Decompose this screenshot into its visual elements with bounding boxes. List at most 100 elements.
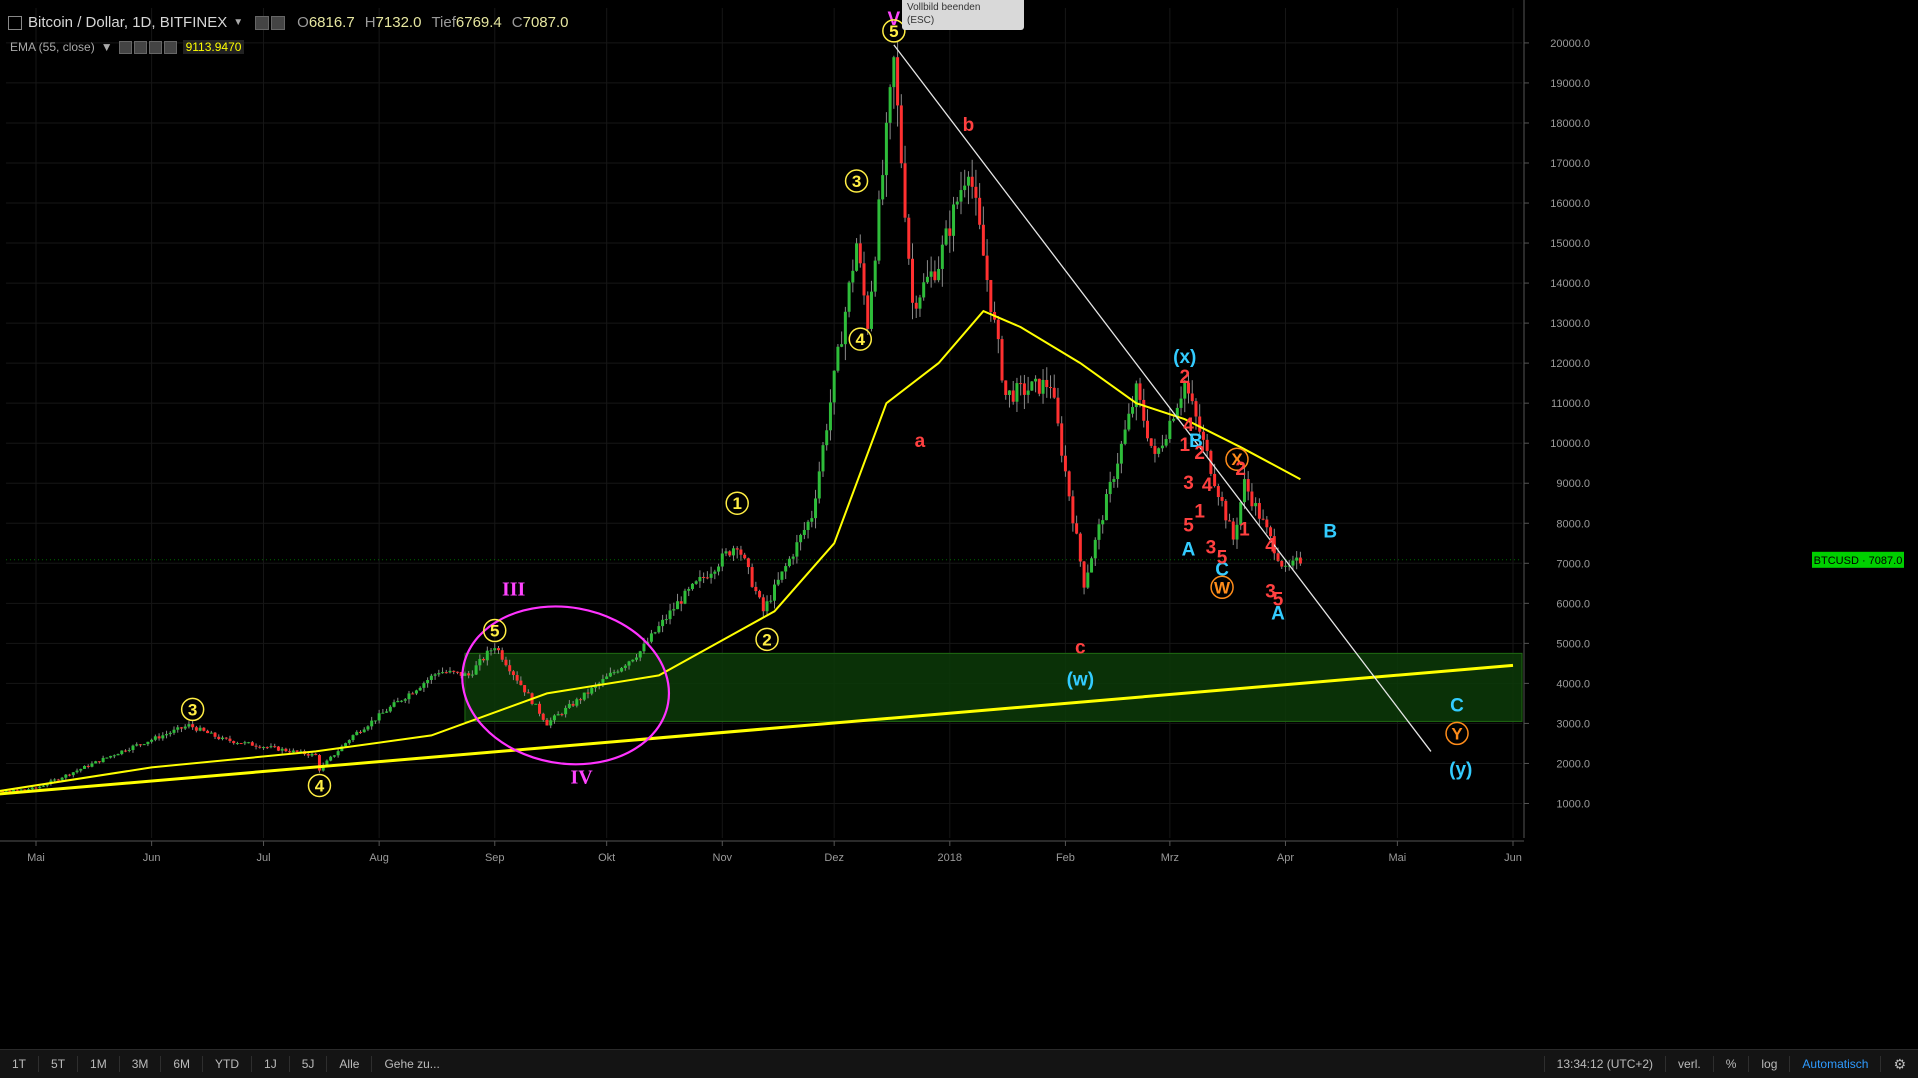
wave-label: A	[1182, 539, 1196, 560]
candle-body	[542, 714, 545, 720]
candle-body	[717, 567, 720, 572]
candle-body	[1157, 448, 1160, 454]
candle-body	[941, 245, 944, 269]
candle-body	[978, 198, 981, 225]
candle-body	[601, 679, 604, 683]
compare-icon[interactable]	[271, 16, 285, 30]
candle-body	[359, 732, 362, 733]
last-price-label: BTCUSD · 7087.0	[1814, 555, 1903, 567]
candle-body	[1172, 419, 1175, 421]
candle-body	[139, 744, 142, 745]
collapse-icon[interactable]	[8, 16, 22, 30]
close-icon[interactable]	[164, 41, 177, 54]
y-tick-label: 7000.0	[1556, 558, 1590, 570]
plus-icon[interactable]	[149, 41, 162, 54]
candle-body	[199, 728, 202, 731]
candle-body	[124, 751, 127, 752]
candle-body	[1280, 561, 1283, 567]
candle-body	[228, 739, 231, 741]
candle-body	[131, 746, 134, 750]
candle-body	[16, 790, 19, 791]
candle-body	[945, 228, 948, 244]
indicator-dropdown-icon[interactable]: ▼	[101, 40, 113, 54]
candle-body	[1146, 421, 1149, 439]
candle-body	[504, 660, 507, 665]
candle-body	[165, 734, 168, 735]
candle-body	[896, 57, 899, 105]
timeframe-3m[interactable]: 3M	[120, 1056, 162, 1072]
candle-body	[635, 658, 638, 660]
wave-label: A	[1271, 603, 1285, 624]
candle-body	[747, 558, 750, 567]
timeframe-1m[interactable]: 1M	[78, 1056, 120, 1072]
percent-toggle[interactable]: %	[1713, 1056, 1749, 1072]
settings-icon[interactable]	[255, 16, 269, 30]
candle-body	[665, 619, 668, 620]
candle-body	[613, 672, 616, 673]
candle-body	[482, 659, 485, 660]
timeframe-5j[interactable]: 5J	[290, 1056, 328, 1072]
candle-body	[38, 787, 41, 789]
timeframe-ytd[interactable]: YTD	[203, 1056, 252, 1072]
candle-body	[937, 269, 940, 280]
timeframe-6m[interactable]: 6M	[161, 1056, 203, 1072]
candle-body	[385, 711, 388, 712]
log-toggle[interactable]: log	[1748, 1056, 1789, 1072]
candle-body	[989, 280, 992, 312]
candle-body	[251, 742, 254, 745]
symbol-title[interactable]: Bitcoin / Dollar, 1D, BITFINEX	[28, 14, 227, 31]
eye-icon[interactable]	[119, 41, 132, 54]
candle-body	[777, 580, 780, 585]
y-tick-label: 18000.0	[1550, 118, 1590, 130]
x-tick-label: Feb	[1056, 852, 1075, 864]
candle-body	[575, 699, 578, 705]
goto-date-button[interactable]: Gehe zu...	[372, 1057, 451, 1071]
candle-body	[836, 347, 839, 371]
candle-body	[422, 683, 425, 688]
candle-body	[1112, 479, 1115, 482]
candle-body	[1060, 423, 1063, 455]
candle-body	[471, 675, 474, 676]
candle-body	[982, 225, 985, 256]
candle-body	[1284, 566, 1287, 567]
candle-body	[419, 688, 422, 691]
timeframe-5t[interactable]: 5T	[39, 1056, 78, 1072]
timeframe-all[interactable]: Alle	[327, 1056, 372, 1072]
candle-body	[217, 737, 220, 739]
auto-scale-toggle[interactable]: Automatisch	[1789, 1056, 1880, 1072]
y-tick-label: 4000.0	[1556, 678, 1590, 690]
symbol-dropdown-icon[interactable]: ▼	[233, 17, 243, 28]
candle-body	[1139, 383, 1142, 400]
adjust-toggle[interactable]: verl.	[1665, 1056, 1713, 1072]
x-tick-label: Nov	[713, 852, 733, 864]
candle-body	[1194, 401, 1197, 416]
x-tick-label: Apr	[1277, 852, 1294, 864]
settings-gear-icon[interactable]: ⚙	[1880, 1056, 1918, 1072]
candle-body	[154, 736, 157, 739]
candle-body	[269, 746, 272, 747]
y-tick-label: 5000.0	[1556, 638, 1590, 650]
candle-body	[35, 788, 38, 789]
candle-body	[654, 632, 657, 633]
y-tick-label: 3000.0	[1556, 718, 1590, 730]
candle-body	[1224, 501, 1227, 520]
x-tick-label: Mai	[1389, 852, 1407, 864]
exit-fullscreen-tooltip[interactable]: Vollbild beenden (ESC)	[902, 0, 1024, 30]
candle-body	[1120, 444, 1123, 464]
candle-body	[113, 755, 116, 756]
candle-body	[344, 743, 347, 746]
candle-body	[307, 754, 310, 755]
candle-body	[117, 754, 120, 755]
timeframe-1t[interactable]: 1T	[0, 1056, 39, 1072]
tooltip-line-2: (ESC)	[907, 14, 1019, 27]
candle-body	[751, 567, 754, 587]
candle-body	[851, 271, 854, 283]
gear-icon[interactable]	[134, 41, 147, 54]
candle-body	[1015, 383, 1018, 402]
candle-body	[1265, 520, 1268, 528]
indicator-label[interactable]: EMA (55, close)	[10, 40, 95, 54]
timeframe-1j[interactable]: 1J	[252, 1056, 290, 1072]
candle-body	[523, 685, 526, 692]
candle-body	[72, 772, 75, 775]
